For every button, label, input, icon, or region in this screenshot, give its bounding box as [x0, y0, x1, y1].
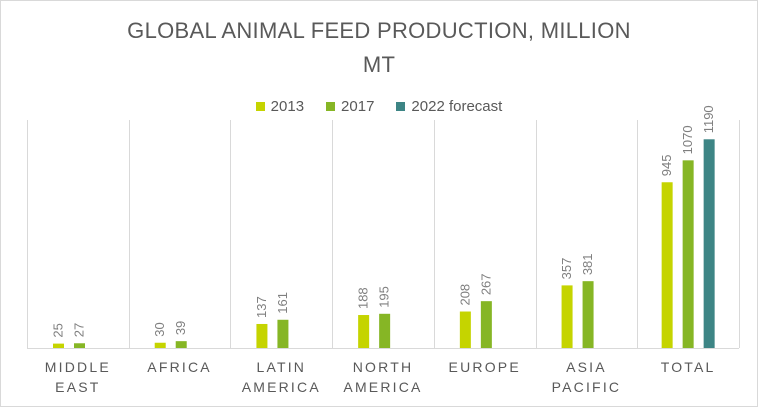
bar-2013: [561, 285, 573, 348]
data-label: 25: [51, 323, 66, 337]
category-label: AMERICA: [242, 379, 321, 395]
category-label: PACIFIC: [552, 379, 622, 395]
bar-2017: [582, 281, 594, 348]
bar-2022-forecast: [703, 139, 715, 348]
legend-swatch-2022-forecast: [396, 102, 406, 111]
category-label: ASIA: [566, 359, 607, 375]
legend-item-2013: 2013: [255, 98, 305, 115]
legend-item-2017: 2017: [326, 98, 374, 115]
bar-2013: [661, 182, 673, 348]
chart-title: GLOBAL ANIMAL FEED PRODUCTION, MILLION M…: [127, 18, 631, 77]
bar-2013: [256, 323, 268, 348]
category-label: EUROPE: [449, 359, 521, 375]
bar-2017: [175, 341, 187, 348]
data-label: 195: [377, 286, 392, 308]
category-label: LATIN: [256, 359, 306, 375]
bar-2017: [74, 343, 85, 348]
data-label: 267: [478, 273, 493, 295]
legend-swatch-2017: [326, 102, 336, 111]
legend-swatch-2013: [255, 102, 265, 111]
data-label: 39: [173, 321, 188, 335]
data-label: 1190: [701, 105, 716, 133]
bar-2017: [682, 160, 694, 348]
legend-item-2022-forecast: 2022 forecast: [396, 98, 502, 115]
category-label: AMERICA: [343, 379, 422, 395]
data-label: 1070: [680, 125, 695, 154]
bar-2013: [459, 311, 471, 348]
category-label: NORTH: [353, 359, 414, 375]
bar-2017: [379, 313, 391, 348]
data-label: 357: [559, 258, 574, 280]
bar-2017: [277, 319, 289, 348]
legend-label-2022-forecast: 2022 forecast: [411, 98, 503, 115]
legend-label-2017: 2017: [341, 98, 375, 115]
category-label: MIDDLE: [45, 359, 111, 375]
category-label: TOTAL: [661, 359, 716, 375]
data-label: 161: [275, 292, 290, 314]
bar-2013: [154, 342, 166, 348]
category-label: EAST: [55, 379, 100, 395]
data-label: 30: [152, 322, 167, 336]
data-label: 188: [356, 287, 371, 309]
bar-2013: [358, 315, 370, 348]
data-label: 381: [580, 253, 595, 275]
data-label: 208: [457, 284, 472, 306]
legend-label-2013: 2013: [270, 98, 305, 115]
data-label: 945: [659, 155, 674, 177]
bar-2013: [53, 343, 64, 348]
data-label: 27: [72, 323, 87, 337]
category-label: AFRICA: [147, 359, 212, 375]
data-label: 137: [254, 296, 269, 318]
bar-2017: [480, 301, 492, 348]
chart-legend: 2013 2017 2022 forecast: [0, 98, 758, 115]
